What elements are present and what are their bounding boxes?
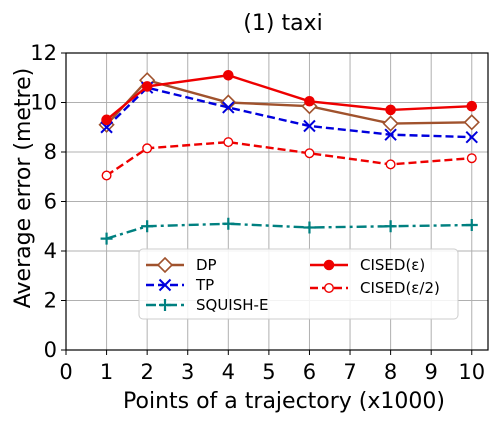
x-ticks: 0 1 2 3 4 5 6 7 8 9 10	[59, 350, 485, 384]
series-line	[105, 74, 472, 121]
y-tick-label: 10	[30, 91, 57, 115]
series-line	[105, 140, 472, 177]
legend-entry: CISED(ε/2)	[310, 279, 440, 297]
y-tick-label: 0	[44, 338, 57, 362]
legend-marker	[156, 256, 174, 274]
data-point	[222, 101, 235, 114]
legend-label: CISED(ε/2)	[360, 279, 440, 297]
data-point	[465, 219, 478, 232]
series-4	[101, 137, 477, 181]
y-ticks: 0 2 4 6 8 10 12	[30, 41, 66, 362]
series-line	[106, 222, 472, 240]
data-point	[304, 95, 315, 107]
series-2	[100, 217, 478, 245]
x-tick-label: 9	[425, 360, 438, 384]
data-point	[223, 137, 234, 148]
data-point	[101, 170, 112, 181]
legend-label: SQUISH-E	[196, 296, 268, 314]
x-tick-label: 2	[140, 360, 153, 384]
data-point	[223, 69, 234, 81]
legend-entry: SQUISH-E	[146, 296, 268, 314]
data-point	[382, 115, 399, 132]
legend-marker	[158, 278, 172, 292]
data-point	[463, 114, 480, 131]
data-point	[142, 143, 153, 154]
series-3	[101, 69, 478, 126]
x-axis-title: Points of a trajectory (x1000)	[123, 389, 445, 414]
legend: DP TP SQUISH-E CISED(ε) CISED(ε/2)	[138, 248, 459, 320]
y-tick-label: 8	[44, 140, 57, 164]
data-point	[303, 119, 316, 133]
legend-label: DP	[196, 256, 217, 274]
data-point	[141, 81, 153, 92]
data-point	[222, 217, 235, 230]
data-point	[303, 221, 316, 234]
legend-marker	[159, 299, 171, 311]
data-point	[384, 220, 397, 233]
legend-marker	[324, 283, 335, 294]
legend-label: CISED(ε)	[360, 256, 425, 274]
legend-entry: TP	[146, 276, 214, 294]
x-tick-label: 10	[458, 360, 485, 384]
series-layer	[98, 69, 480, 245]
data-point	[385, 159, 396, 170]
y-tick-label: 6	[44, 190, 57, 214]
y-tick-label: 12	[30, 41, 57, 65]
data-point	[385, 104, 396, 116]
x-tick-label: 4	[222, 360, 235, 384]
series-1	[100, 81, 478, 144]
data-point	[101, 114, 112, 126]
data-point	[465, 130, 478, 144]
x-tick-label: 5	[262, 360, 275, 384]
y-tick-label: 2	[44, 289, 57, 313]
x-tick-label: 1	[100, 360, 113, 384]
legend-box	[138, 248, 459, 320]
data-point	[100, 232, 113, 245]
series-line	[105, 78, 472, 126]
data-point	[466, 100, 478, 112]
data-point	[466, 153, 477, 164]
legend-label: TP	[195, 276, 214, 294]
y-tick-label: 4	[44, 239, 57, 263]
data-point	[141, 220, 154, 233]
data-point	[384, 128, 397, 141]
legend-marker	[323, 259, 335, 271]
x-tick-label: 3	[181, 360, 194, 384]
x-tick-label: 0	[59, 360, 72, 384]
legend-entry: DP	[146, 256, 217, 274]
x-tick-label: 7	[343, 360, 356, 384]
series-line	[105, 86, 472, 139]
x-tick-label: 6	[303, 360, 316, 384]
legend-entry: CISED(ε)	[310, 256, 425, 274]
data-point	[304, 148, 315, 159]
chart-title: (1) taxi	[243, 11, 322, 36]
x-tick-label: 8	[384, 360, 397, 384]
y-axis-title: Average error (metre)	[11, 68, 36, 308]
